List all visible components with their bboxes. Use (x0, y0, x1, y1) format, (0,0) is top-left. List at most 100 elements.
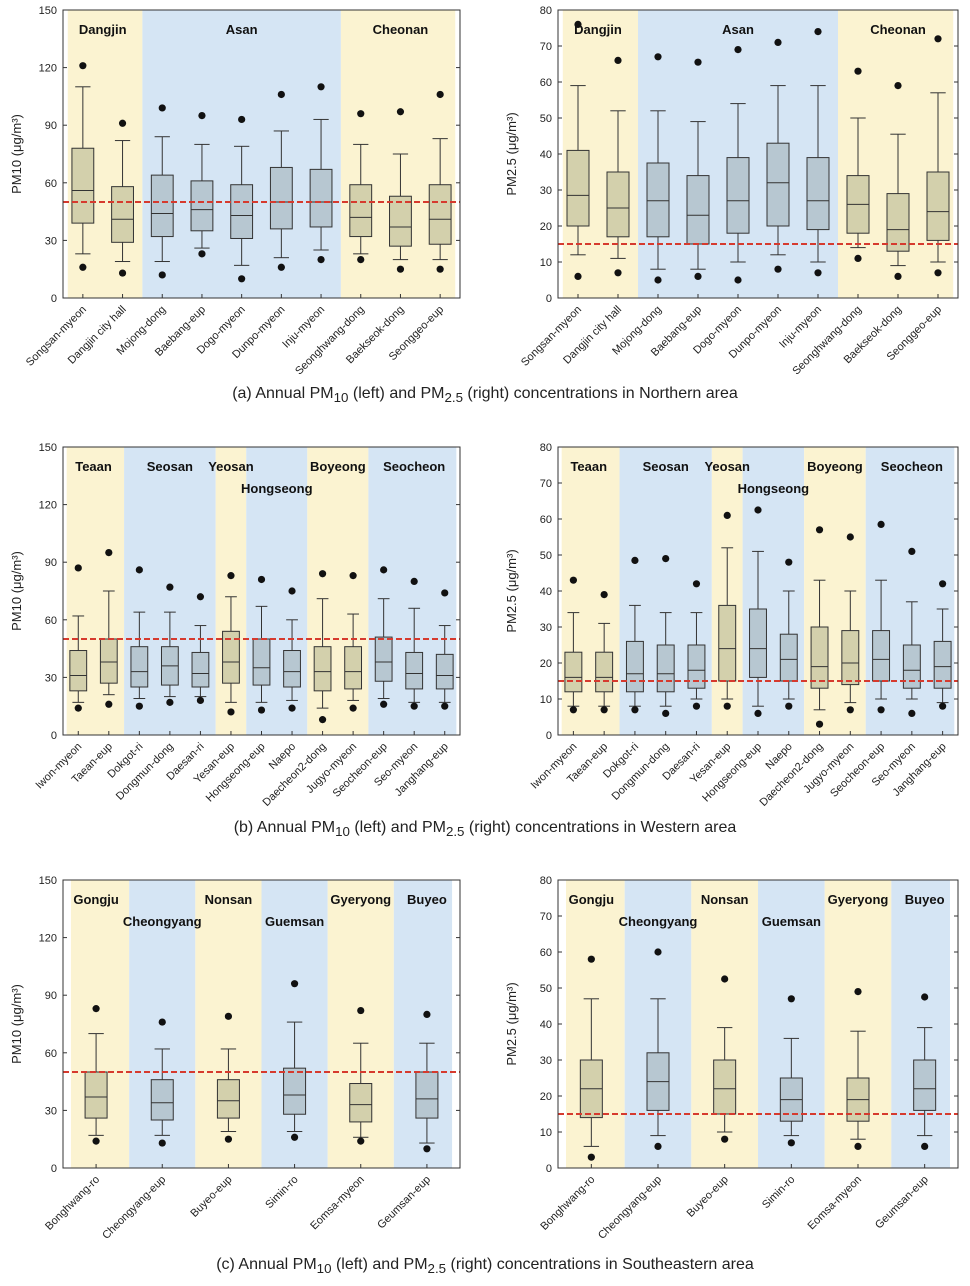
box-iqr (283, 650, 301, 688)
region-label: Gongju (73, 892, 119, 907)
outlier-point (846, 706, 854, 714)
outlier-point (614, 56, 622, 64)
chart-svg: Dangjin Asan Cheonan0306090120150Songsan-m… (9, 5, 461, 377)
y-tick-label: 120 (39, 500, 57, 512)
outlier-point (723, 511, 731, 519)
box-iqr (886, 193, 910, 252)
region-label: Gongju (569, 892, 615, 907)
outlier-point (92, 1005, 100, 1013)
outlier-point (277, 263, 285, 271)
outlier-point (349, 704, 357, 712)
chart-svg: Teaan Seosan Yeosan Hongseong Boyeong Seocheo… (9, 442, 461, 809)
region-label: Yeosan (704, 459, 750, 474)
region-band (66, 447, 125, 735)
box-iqr (374, 636, 393, 682)
region-label: Teaan (570, 459, 607, 474)
y-tick-label: 0 (546, 1163, 552, 1175)
box-iqr (872, 630, 891, 682)
outlier-point (410, 577, 418, 585)
box-iqr (606, 171, 630, 238)
outlier-point (694, 272, 702, 280)
y-tick-label: 30 (45, 1105, 57, 1117)
box-iqr (389, 195, 412, 247)
outlier-point (198, 250, 206, 258)
box-iqr (269, 166, 293, 230)
box-iqr (349, 1083, 373, 1123)
box-iqr (625, 640, 644, 693)
box-iqr (926, 171, 950, 241)
box-iqr (191, 651, 210, 688)
box-iqr (902, 644, 921, 689)
region-band (838, 10, 954, 298)
region-label: Boyeong (310, 459, 366, 474)
outlier-point (349, 572, 357, 580)
outlier-point (815, 526, 824, 534)
y-tick-label: 40 (540, 1019, 552, 1031)
y-tick-label: 20 (540, 658, 552, 670)
y-tick-label: 60 (540, 77, 552, 89)
x-tick-label: Bonghwang-ro (538, 1174, 597, 1233)
outlier-point (318, 570, 327, 578)
region-label: Asan (226, 22, 258, 37)
box-iqr (190, 180, 214, 232)
outlier-point (654, 1142, 662, 1150)
box-iqr (230, 184, 254, 239)
outlier-point (288, 704, 296, 712)
region-label: Teaan (75, 459, 112, 474)
outlier-point (441, 702, 449, 710)
outlier-point (846, 533, 854, 541)
outlier-point (288, 587, 296, 595)
outlier-point (357, 110, 365, 118)
y-tick-label: 30 (540, 1055, 552, 1067)
region-label: Cheonan (373, 22, 429, 37)
x-tick-label: Simin-ro (263, 1174, 300, 1211)
y-tick-label: 10 (540, 257, 552, 269)
outlier-point (396, 265, 405, 273)
outlier-point (854, 254, 862, 262)
box-iqr (150, 174, 174, 238)
box-iqr (99, 638, 118, 684)
region-label: Seosan (643, 459, 689, 474)
box-iqr (309, 168, 333, 228)
outlier-point (631, 556, 639, 564)
outlier-point (934, 35, 942, 43)
y-tick-label: 150 (39, 875, 57, 887)
outlier-point (692, 580, 701, 588)
box-iqr (222, 630, 240, 684)
x-tick-label: Buyeo-eup (685, 1174, 731, 1220)
chart-svg: Teaan Seosan Yeosan Hongseong Boyeong Seocheo… (504, 442, 959, 809)
outlier-point (600, 706, 608, 714)
y-axis-label: PM2.5 (μg/m³) (504, 982, 519, 1065)
outlier-point (734, 276, 742, 284)
outlier-point (238, 115, 246, 124)
outlier-point (569, 576, 577, 584)
x-tick-label: Seocheon-eup (828, 741, 887, 800)
outlier-point (574, 20, 582, 28)
box-iqr (150, 1079, 174, 1121)
outlier-point (587, 955, 595, 963)
region-label: Nonsan (205, 892, 253, 907)
outlier-point (277, 90, 285, 99)
box-iqr (349, 184, 373, 238)
y-tick-label: 30 (540, 622, 552, 634)
region-label: Seosan (147, 459, 193, 474)
outlier-point (317, 256, 325, 264)
y-tick-label: 20 (540, 1091, 552, 1103)
box-iqr (779, 633, 798, 682)
outlier-point (135, 702, 143, 710)
y-axis-label: PM10 (μg/m³) (9, 551, 24, 631)
y-tick-label: 60 (45, 1048, 57, 1060)
box-iqr (718, 604, 737, 682)
outlier-point (166, 583, 174, 591)
y-tick-label: 90 (45, 120, 57, 132)
y-tick-label: 50 (540, 113, 552, 125)
outlier-point (721, 1135, 729, 1143)
y-tick-label: 80 (540, 442, 552, 454)
outlier-point (74, 564, 82, 572)
y-tick-label: 40 (540, 586, 552, 598)
region-band (566, 880, 625, 1168)
y-tick-label: 10 (540, 694, 552, 706)
outlier-point (198, 112, 206, 120)
outlier-point (785, 558, 793, 566)
